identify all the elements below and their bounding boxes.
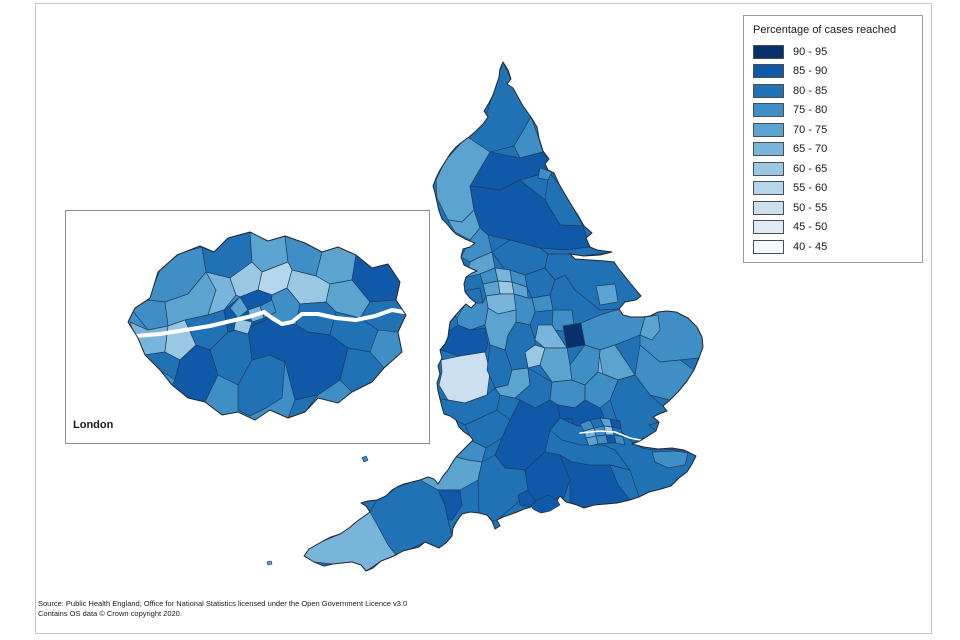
source-note: Source: Public Health England; Office fo…	[38, 599, 407, 619]
legend-entry: 45 - 50	[753, 218, 922, 238]
legend-entry: 75 - 80	[753, 101, 922, 121]
legend-swatch	[753, 181, 784, 196]
legend-swatch	[753, 122, 784, 137]
figure-frame	[35, 3, 932, 634]
legend-swatch	[753, 64, 784, 79]
legend-entry-label: 40 - 45	[793, 240, 828, 253]
legend-entry-label: 55 - 60	[793, 182, 828, 195]
legend-entry-label: 50 - 55	[793, 201, 828, 214]
legend-swatch	[753, 83, 784, 98]
legend-swatch	[753, 142, 784, 157]
legend-entry: 90 - 95	[753, 42, 922, 62]
legend-swatch	[753, 103, 784, 118]
legend-entry: 40 - 45	[753, 237, 922, 257]
legend-entry-label: 80 - 85	[793, 84, 828, 97]
islands-group	[266, 455, 561, 566]
inset-title: London	[73, 419, 114, 431]
london-outline	[127, 231, 407, 421]
legend-swatch	[753, 220, 784, 235]
legend-entry-label: 65 - 70	[793, 143, 828, 156]
legend-entry: 85 - 90	[753, 62, 922, 82]
legend-swatch	[753, 200, 784, 215]
legend-entry-label: 85 - 90	[793, 65, 828, 78]
legend-entry-label: 60 - 65	[793, 162, 828, 175]
england-coastline	[303, 61, 704, 572]
source-line-2: Contains OS data © Crown copyright 2020.	[38, 609, 182, 618]
legend-entry: 50 - 55	[753, 198, 922, 218]
london-boroughs-group	[128, 232, 406, 420]
legend-swatch	[753, 44, 784, 59]
legend-entry-label: 90 - 95	[793, 45, 828, 58]
source-line-1: Source: Public Health England; Office fo…	[38, 599, 408, 608]
legend-title: Percentage of cases reached	[753, 24, 897, 36]
legend-entry: 65 - 70	[753, 140, 922, 160]
legend: Percentage of cases reached 90 - 95 85 - …	[743, 15, 923, 263]
legend-entry: 80 - 85	[753, 81, 922, 101]
legend-swatch	[753, 239, 784, 254]
legend-entry-label: 70 - 75	[793, 123, 828, 136]
legend-entry-label: 75 - 80	[793, 104, 828, 117]
legend-entry: 60 - 65	[753, 159, 922, 179]
legend-entries: 90 - 95 85 - 90 80 - 85 75 - 80 70 - 75 65 - …	[753, 42, 922, 257]
legend-entry: 70 - 75	[753, 120, 922, 140]
legend-entry: 55 - 60	[753, 179, 922, 199]
legend-swatch	[753, 161, 784, 176]
london-inset-box	[65, 210, 430, 444]
legend-entry-label: 45 - 50	[793, 221, 828, 234]
